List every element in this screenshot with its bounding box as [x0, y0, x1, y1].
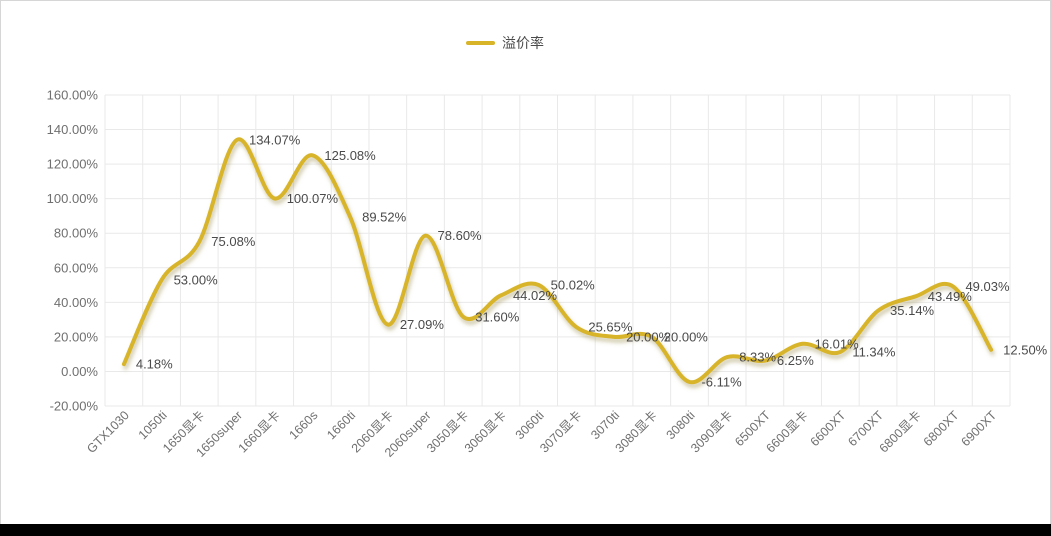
- y-axis-tick-label: 100.00%: [47, 191, 99, 206]
- data-label: 25.65%: [588, 320, 633, 335]
- data-label: 50.02%: [551, 278, 596, 293]
- chart-panel: [0, 0, 1051, 524]
- data-label: 89.52%: [362, 209, 407, 224]
- data-label: 35.14%: [890, 303, 935, 318]
- x-axis-label: 3060显卡: [462, 408, 509, 455]
- data-label: 6.25%: [777, 353, 814, 368]
- data-label: 4.18%: [136, 357, 173, 372]
- x-axis-label: 3090显卡: [688, 408, 735, 455]
- x-axis-label: 6600显卡: [763, 408, 810, 455]
- x-axis-label: 1660ti: [324, 408, 358, 442]
- data-label: -6.11%: [701, 375, 742, 390]
- y-axis-tick-label: 160.00%: [47, 88, 99, 103]
- data-labels: 4.18% 53.00% 75.08% 134.07% 100.07% 125.08% 89…: [136, 132, 1048, 389]
- data-label: 53.00%: [174, 272, 219, 287]
- x-axis-label: 6800XT: [921, 408, 962, 449]
- x-axis-label: 3080显卡: [613, 408, 660, 455]
- data-label: 44.02%: [513, 288, 558, 303]
- data-label: 8.33%: [739, 350, 776, 365]
- y-axis-tick-label: 60.00%: [54, 260, 99, 275]
- data-label: 100.07%: [287, 191, 339, 206]
- bottom-black-bar: [0, 524, 1051, 536]
- x-axis-label: GTX1030: [84, 408, 132, 456]
- data-label: 49.03%: [965, 279, 1010, 294]
- series-line-premium-rate: [121, 137, 994, 385]
- data-label: 27.09%: [400, 317, 445, 332]
- legend-item-premium-rate[interactable]: 溢价率: [466, 36, 544, 50]
- x-axis-label: 3070ti: [588, 408, 622, 442]
- x-axis-label: 1660显卡: [236, 408, 283, 455]
- y-axis-tick-label: 0.00%: [61, 364, 98, 379]
- y-axis-tick-label: 80.00%: [54, 226, 99, 241]
- data-label: 20.00%: [664, 329, 709, 344]
- y-axis-tick-label: 120.00%: [47, 157, 99, 172]
- x-axis-label: 6900XT: [958, 408, 999, 449]
- legend-line-swatch: [466, 41, 495, 45]
- series-layer: [121, 137, 994, 385]
- x-axis-label: 1660s: [287, 408, 321, 442]
- data-label: 31.60%: [475, 309, 520, 324]
- data-label: 125.08%: [324, 148, 376, 163]
- x-axis-label: 6600XT: [808, 408, 849, 449]
- data-label: 16.01%: [815, 336, 860, 351]
- x-axis-label: 3070显卡: [537, 408, 584, 455]
- data-label: 78.60%: [438, 228, 483, 243]
- data-label: 75.08%: [211, 234, 256, 249]
- x-axis-label: 3080ti: [664, 408, 698, 442]
- x-axis-label: 6800显卡: [877, 408, 924, 455]
- x-axis-label: 1050ti: [136, 408, 170, 442]
- y-axis-tick-label: 140.00%: [47, 122, 99, 137]
- y-axis-tick-label: 40.00%: [54, 295, 99, 310]
- legend-label: 溢价率: [502, 35, 544, 51]
- x-axis-label: 3060ti: [513, 408, 547, 442]
- data-label: 43.49%: [928, 289, 973, 304]
- y-axis-tick-label: 20.00%: [54, 329, 99, 344]
- data-label: 20.00%: [626, 329, 671, 344]
- y-axis-tick-label: -20.00%: [50, 399, 99, 414]
- data-label: 11.34%: [852, 344, 896, 359]
- data-label: 134.07%: [249, 132, 301, 147]
- data-label: 12.50%: [1003, 342, 1048, 357]
